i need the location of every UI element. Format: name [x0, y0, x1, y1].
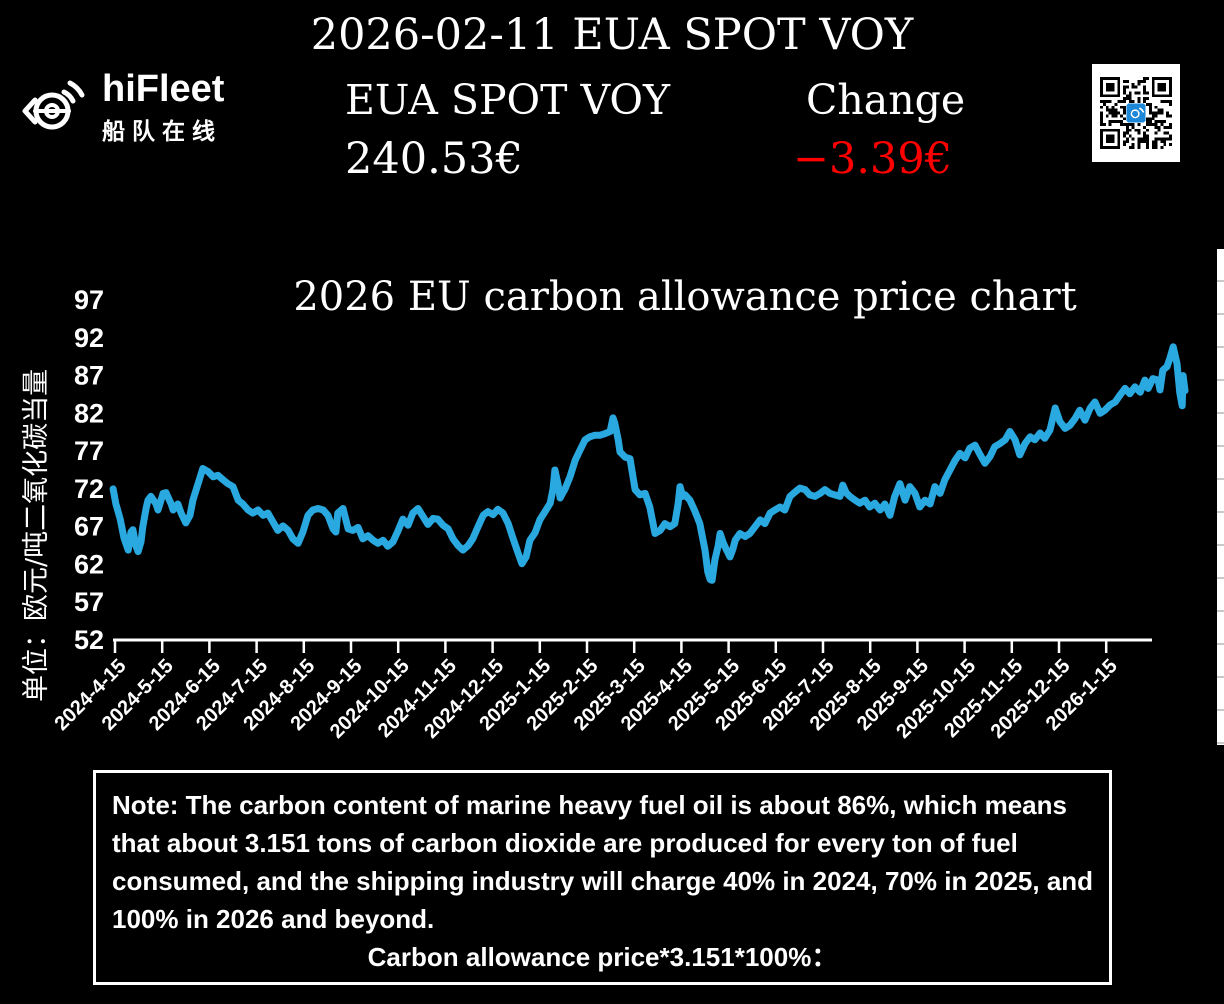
brand-name-chinese: 船队在线 — [102, 118, 222, 144]
note-line: consumed, and the shipping industry will… — [112, 866, 1094, 896]
y-axis-tick-label: 97 — [74, 285, 104, 315]
y-axis-tick-label: 67 — [74, 512, 104, 542]
note-line: 100% in 2026 and beyond. — [112, 904, 435, 934]
chart-title: 2026 EU carbon allowance price chart — [293, 274, 1077, 320]
y-axis-tick-label: 57 — [74, 587, 104, 617]
qr-code — [1092, 64, 1180, 162]
price-line — [109, 343, 1189, 584]
price-line-chart: 2024-4-152024-5-152024-6-152024-7-152024… — [50, 285, 1189, 743]
page-title: 2026-02-11 EUA SPOT VOY — [310, 10, 914, 60]
y-axis-tick-label: 77 — [74, 436, 104, 466]
change-value: −3.39€ — [793, 134, 953, 184]
note-box: Note: The carbon content of marine heavy… — [93, 770, 1112, 985]
y-axis-tick-label: 52 — [74, 625, 104, 655]
brand-logo: hiFleet 船队在线 — [22, 70, 224, 146]
brand-name: hiFleet — [102, 68, 225, 110]
change-label: Change — [806, 76, 966, 124]
note-line: that about 3.151 tons of carbon dioxide … — [112, 828, 1018, 858]
note-line: Note: The carbon content of marine heavy… — [112, 790, 1067, 820]
y-axis-tick-label: 82 — [74, 398, 104, 428]
right-edge-scrollbar-strip — [1217, 249, 1224, 745]
y-axis-tick-label: 92 — [74, 323, 104, 353]
hifleet-sonar-target-icon — [22, 70, 92, 145]
y-axis-tick-label: 62 — [74, 549, 104, 579]
y-axis-tick-label: 87 — [74, 361, 104, 391]
y-axis-tick-label: 72 — [74, 474, 104, 504]
instrument-price: 240.53€ — [345, 134, 523, 184]
note-formula: Carbon allowance price*3.151*100%： — [367, 942, 838, 972]
brand-text: hiFleet 船队在线 — [102, 70, 224, 146]
instrument-label: EUA SPOT VOY — [345, 76, 671, 124]
